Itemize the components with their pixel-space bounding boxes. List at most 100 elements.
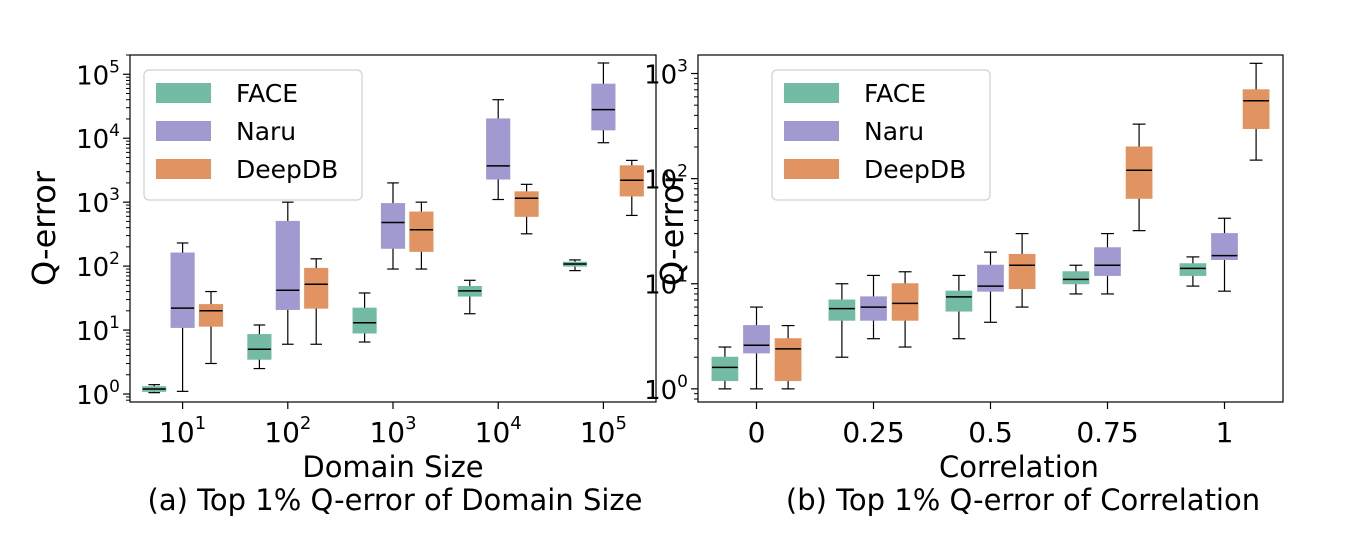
x-tick-label: 101 [159, 413, 206, 449]
box-body [1125, 146, 1153, 199]
x-tick-exp: 2 [300, 413, 311, 434]
legend-swatch-naru [784, 121, 839, 141]
box-naru-2 [977, 251, 1004, 323]
legend-label-naru: Naru [864, 117, 924, 146]
x-tick-exp: 4 [510, 413, 521, 434]
box-deepdb-4 [1242, 62, 1270, 161]
x-tick-label: 103 [369, 413, 416, 449]
legend-swatch-deepdb [784, 159, 839, 179]
legend-swatch-face [784, 83, 839, 103]
x-tick-base: 10 [264, 416, 300, 449]
y-tick-base: 10 [644, 61, 677, 91]
box-naru-3 [486, 99, 511, 201]
y-tick-exp: 5 [109, 57, 120, 77]
box-face-0 [142, 384, 167, 394]
box-naru-1 [860, 274, 887, 340]
plot-frame [129, 54, 657, 403]
box-body [1008, 253, 1036, 290]
x-tick-base: 10 [159, 416, 195, 449]
y-tick-label: 101 [644, 267, 688, 301]
box-body [860, 296, 887, 321]
x-tick-exp: 5 [615, 413, 626, 434]
y-tick-label: 103 [644, 57, 688, 91]
box-deepdb-0 [774, 324, 802, 390]
box-deepdb-2 [1008, 232, 1036, 308]
y-tick-exp: 1 [109, 313, 120, 333]
box-face-3 [457, 279, 482, 315]
box-face-1 [247, 324, 272, 370]
y-axis-label: Q-error [653, 170, 691, 286]
y-tick-label: 104 [76, 121, 120, 155]
box-naru-4 [1211, 217, 1238, 292]
box-deepdb-1 [891, 271, 919, 348]
x-tick-base: 0.5 [968, 416, 1013, 449]
box-deepdb-0 [198, 290, 224, 365]
box-body [275, 220, 300, 310]
y-tick-base: 10 [76, 253, 109, 283]
legend-swatch-naru [156, 121, 211, 141]
y-tick-exp: 0 [677, 372, 688, 392]
y-tick-label: 102 [76, 249, 120, 283]
box-body [1062, 271, 1090, 285]
y-tick-exp: 3 [109, 185, 120, 205]
x-tick-base: 10 [369, 416, 405, 449]
legend: FACE Naru DeepDB [143, 69, 363, 201]
box-face-4 [1179, 256, 1207, 287]
box-body [409, 211, 434, 252]
box-face-2 [945, 274, 973, 340]
legend: FACE Naru DeepDB [771, 69, 991, 201]
box-body [247, 334, 272, 360]
y-tick-base: 10 [644, 166, 677, 196]
legend-swatch-deepdb [156, 159, 211, 179]
y-tick-exp: 3 [677, 57, 688, 77]
x-tick-base: 10 [475, 416, 511, 449]
x-tick-label: 0.5 [968, 416, 1013, 449]
y-tick-label: 100 [644, 372, 688, 406]
y-tick-exp: 0 [109, 377, 120, 397]
box-body [170, 252, 195, 328]
x-axis-label: Domain Size [302, 450, 483, 484]
box-deepdb-2 [409, 201, 434, 270]
box-body [891, 283, 919, 321]
x-axis-label: Correlation [939, 450, 1099, 484]
x-tick-base: 0.75 [1076, 416, 1138, 449]
box-deepdb-4 [619, 159, 644, 217]
y-tick-base: 10 [644, 376, 677, 406]
box-body [945, 290, 973, 312]
y-tick-label: 102 [644, 162, 688, 196]
y-tick-label: 101 [76, 313, 120, 347]
y-tick-exp: 2 [109, 249, 120, 269]
box-body [514, 191, 539, 217]
x-tick-label: 1 [1216, 416, 1234, 449]
box-naru-3 [1094, 232, 1121, 295]
x-tick-base: 0.25 [842, 416, 904, 449]
y-tick-base: 10 [76, 125, 109, 155]
box-deepdb-1 [304, 258, 329, 345]
box-face-4 [562, 259, 588, 272]
box-deepdb-3 [514, 183, 539, 235]
box-naru-0 [170, 242, 195, 392]
box-body [1179, 263, 1207, 276]
y-tick-base: 10 [76, 381, 109, 411]
y-tick-exp: 2 [677, 162, 688, 182]
box-body [352, 307, 377, 334]
y-tick-exp: 1 [677, 267, 688, 287]
x-tick-base: 10 [580, 416, 616, 449]
x-tick-label: 0 [748, 416, 766, 449]
box-face-3 [1062, 264, 1090, 295]
x-tick-label: 102 [264, 413, 311, 449]
box-body [977, 264, 1004, 292]
box-body [1242, 89, 1270, 129]
y-tick-label: 105 [76, 57, 120, 91]
box-body [486, 118, 511, 180]
box-body [198, 304, 224, 327]
y-tick-label: 100 [76, 377, 120, 411]
x-tick-label: 0.75 [1076, 416, 1138, 449]
box-body [591, 83, 616, 131]
box-face-0 [711, 346, 739, 390]
box-naru-0 [743, 306, 770, 390]
y-tick-base: 10 [76, 61, 109, 91]
y-axis-label: Q-error [25, 170, 63, 286]
